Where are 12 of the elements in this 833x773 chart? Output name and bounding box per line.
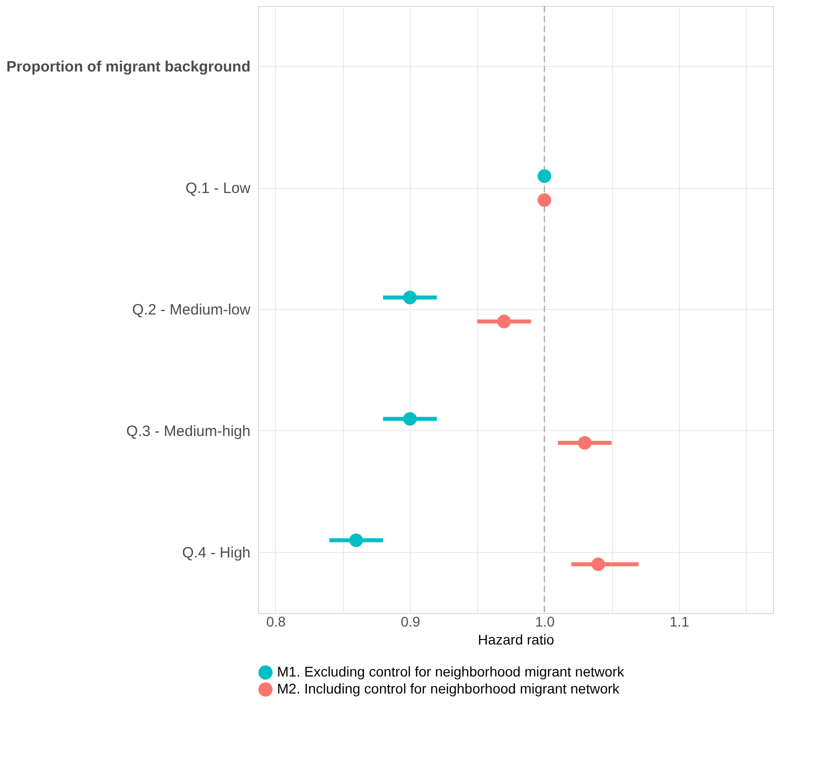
- y-tick-label: Proportion of migrant background: [6, 58, 250, 76]
- legend-label: M1. Excluding control for neighborhood migrant network: [277, 664, 626, 680]
- x-tick-label: 0.9: [400, 614, 420, 630]
- x-tick-label: 1.0: [535, 614, 555, 630]
- x-axis-title: Hazard ratio: [478, 632, 554, 648]
- x-tick-label: 1.1: [670, 614, 690, 630]
- y-tick-label: Q.3 - Medium-high: [126, 422, 250, 440]
- y-tick-label: Q.1 - Low: [185, 180, 251, 198]
- y-tick-label: Q.4 - High: [182, 544, 250, 562]
- legend-label: M2. Including control for neighborhood migrant network: [277, 680, 620, 696]
- x-tick-label: 0.8: [266, 614, 286, 630]
- y-tick-label: Q.2 - Medium-low: [132, 302, 251, 318]
